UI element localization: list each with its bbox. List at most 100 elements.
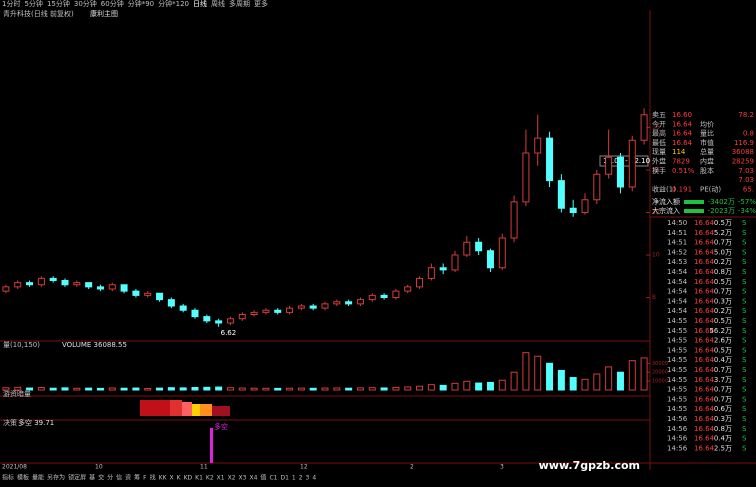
toolbar-button[interactable]: 模板 (17, 474, 29, 482)
period-tab[interactable]: 日线 (193, 0, 207, 8)
candle-body (486, 250, 494, 269)
toolbar-button[interactable]: 3 (306, 475, 310, 482)
toolbar-button[interactable]: X1 (217, 475, 225, 482)
x-axis-label: 2021/08 (2, 464, 27, 471)
volume-bar (581, 378, 589, 391)
toolbar-button[interactable]: 另存为 (47, 474, 65, 482)
x-axis-label: 3 (500, 464, 504, 471)
toolbar-button[interactable]: C1 (269, 475, 277, 482)
quote-field: 0.51% (672, 167, 695, 175)
candle-body (274, 309, 282, 313)
volume-bar (61, 387, 69, 391)
volume-label: VOLUME 36088.55 (62, 341, 127, 349)
volume-bar (144, 387, 152, 391)
tick-volume: 0.5万 (714, 317, 732, 325)
volume-bar (486, 381, 494, 391)
tick-volume: 0.3万 (714, 297, 732, 305)
toolbar-button[interactable]: 基 (89, 474, 95, 482)
quote-field: 7829 (672, 158, 690, 166)
toolbar-button[interactable]: 量能 (32, 474, 44, 482)
tick-price: 16.64 (694, 317, 715, 325)
tick-volume: 0.8万 (714, 425, 732, 433)
quote-field: 外盘 (652, 157, 666, 166)
quote-field: PE(动) (700, 184, 721, 193)
toolbar-button[interactable]: 分 (107, 474, 113, 482)
volume-bar (640, 357, 648, 391)
toolbar-button[interactable]: 找 (150, 474, 156, 482)
toolbar-button[interactable]: 值 (260, 474, 266, 482)
toolbar-button[interactable]: F (143, 475, 147, 482)
quote-field: 16.64 (672, 139, 693, 147)
quote-field: 量比 (700, 129, 714, 138)
candle-body (14, 282, 22, 288)
period-tab[interactable]: 分钟*90 (128, 0, 154, 8)
chart-title: 青升科技(日线 前复权) (3, 9, 74, 18)
period-tab[interactable]: 60分钟 (101, 0, 124, 8)
tick-time: 14:54 (667, 268, 688, 276)
tick-side: S (742, 258, 747, 266)
period-tab[interactable]: 5分钟 (24, 0, 42, 8)
candle-body (156, 292, 164, 301)
toolbar-button[interactable]: 交 (98, 474, 104, 482)
tick-volume: 0.4万 (714, 356, 732, 364)
toolbar-button[interactable]: 1 (292, 475, 296, 482)
quote-field: 116.9 (734, 139, 754, 147)
candle-body (226, 318, 234, 324)
period-tab[interactable]: 多周期 (229, 0, 250, 8)
period-tab[interactable]: 1分时 (2, 0, 20, 8)
toolbar-button[interactable]: D1 (280, 475, 289, 482)
toolbar-button[interactable]: X (170, 475, 174, 482)
tick-volume: 0.5万 (714, 346, 732, 354)
candle-body (238, 314, 246, 320)
toolbar-button[interactable]: X2 (228, 475, 236, 482)
volume-bar (368, 387, 376, 391)
toolbar-button[interactable]: 锁定屏 (68, 474, 86, 482)
candle-body (85, 282, 93, 288)
tick-time: 14:54 (667, 307, 688, 315)
toolbar-button[interactable]: 4 (312, 475, 316, 482)
tick-time: 14:55 (667, 386, 687, 394)
toolbar-button[interactable]: X3 (239, 475, 247, 482)
signal-label: 多空 (214, 422, 228, 431)
candle-body (132, 290, 140, 296)
candle-body (321, 303, 329, 309)
volume-bar (510, 371, 518, 391)
volume-bar (475, 382, 483, 391)
tick-side: S (742, 425, 747, 433)
volume-bar (73, 387, 81, 391)
toolbar-button[interactable]: 资 (125, 474, 131, 482)
period-tab[interactable]: 30分钟 (74, 0, 97, 8)
tick-price: 16.64 (694, 346, 715, 354)
tick-price: 16.64 (694, 395, 715, 403)
volume-bar (179, 387, 187, 391)
candle-body (356, 299, 364, 305)
volume-bar (120, 387, 128, 391)
toolbar-button[interactable]: KD (184, 475, 193, 482)
candle-body (522, 152, 530, 203)
candle-body (120, 284, 128, 292)
toolbar-button[interactable]: KK (159, 475, 168, 482)
candle-body (534, 137, 542, 154)
toolbar-button[interactable]: 2 (299, 475, 303, 482)
toolbar-button[interactable]: K2 (206, 475, 214, 482)
period-tab[interactable]: 分钟*120 (158, 0, 189, 8)
volume-bar (191, 387, 199, 391)
low-price-label: 6.62 (221, 329, 237, 337)
period-tab[interactable]: 15分钟 (47, 0, 70, 8)
toolbar-button[interactable]: 筹 (134, 474, 140, 482)
candle-body (309, 305, 317, 309)
toolbar-button[interactable]: K1 (195, 475, 203, 482)
quote-field: 7.03 (738, 167, 754, 175)
toolbar-button[interactable]: 信 (116, 474, 122, 482)
period-tab[interactable]: 周线 (211, 0, 225, 8)
toolbar-button[interactable]: X4 (249, 475, 257, 482)
tick-volume: 56.2万 (709, 327, 732, 335)
volume-bar (49, 387, 57, 391)
volume-bar (392, 386, 400, 391)
period-tab[interactable]: 更多 (254, 0, 268, 8)
tick-time: 14:55 (667, 395, 687, 403)
toolbar-button[interactable]: 指标 (2, 474, 14, 482)
dark-volume-blocks (140, 400, 230, 416)
tick-time: 14:54 (667, 278, 688, 286)
toolbar-button[interactable]: K (177, 475, 182, 482)
